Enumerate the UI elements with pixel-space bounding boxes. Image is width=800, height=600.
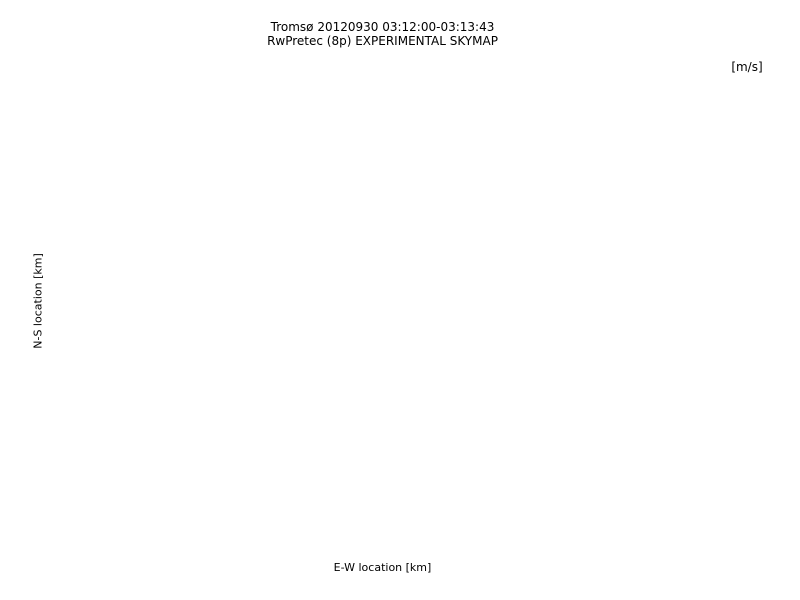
chart-subtitle: RwPretec (8p) EXPERIMENTAL SKYMAP: [267, 34, 498, 48]
colorbar-label: [m/s]: [731, 60, 763, 74]
y-axis-label: N-S location [km]: [31, 253, 45, 349]
chart-title: Tromsø 20120930 03:12:00-03:13:43: [270, 20, 495, 34]
x-axis-label: E-W location [km]: [333, 561, 432, 574]
